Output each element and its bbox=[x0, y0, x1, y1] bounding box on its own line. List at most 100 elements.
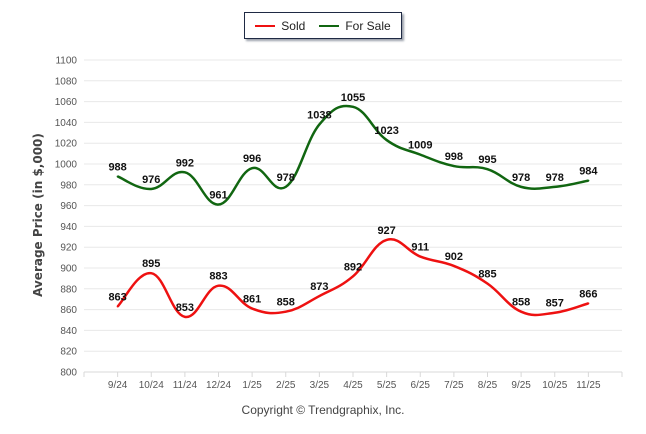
data-label-sold: 857 bbox=[546, 298, 564, 310]
data-point-sold bbox=[419, 255, 422, 258]
y-tick-label: 1020 bbox=[55, 139, 78, 150]
y-axis-title: Average Price (in $,000) bbox=[31, 133, 45, 297]
data-point-sold bbox=[183, 315, 186, 318]
x-tick-label: 11/24 bbox=[173, 380, 198, 391]
x-tick-label: 11/25 bbox=[576, 380, 601, 391]
data-point-for-sale bbox=[150, 187, 153, 190]
x-tick-label: 7/25 bbox=[444, 380, 464, 391]
data-point-sold bbox=[385, 238, 388, 241]
legend-swatch-sold bbox=[255, 24, 276, 27]
data-label-for-sale: 998 bbox=[445, 151, 463, 163]
data-label-for-sale: 976 bbox=[142, 174, 160, 186]
y-tick-label: 1100 bbox=[55, 56, 77, 67]
data-point-for-sale bbox=[553, 185, 556, 188]
legend-item-sold[interactable]: Sold bbox=[255, 19, 305, 33]
y-tick-label: 880 bbox=[60, 284, 77, 295]
data-label-sold: 892 bbox=[344, 261, 362, 273]
data-label-for-sale: 978 bbox=[546, 172, 564, 184]
data-point-for-sale bbox=[116, 175, 119, 178]
data-label-sold: 863 bbox=[108, 291, 126, 303]
legend: Sold For Sale bbox=[244, 12, 402, 39]
x-tick-label: 10/24 bbox=[139, 380, 164, 391]
x-tick-label: 9/25 bbox=[511, 380, 531, 391]
data-label-for-sale: 978 bbox=[512, 172, 530, 184]
data-point-sold bbox=[116, 305, 119, 308]
data-label-sold: 927 bbox=[377, 225, 395, 237]
data-point-sold bbox=[284, 310, 287, 313]
data-point-sold bbox=[150, 272, 153, 275]
data-label-sold: 861 bbox=[243, 294, 261, 306]
data-point-sold bbox=[452, 264, 455, 267]
data-point-for-sale bbox=[352, 105, 354, 108]
x-tick-label: 12/24 bbox=[206, 380, 231, 391]
data-label-for-sale: 992 bbox=[176, 157, 194, 169]
data-label-for-sale: 1055 bbox=[341, 92, 365, 104]
series-lines bbox=[116, 104, 590, 319]
y-tick-label: 960 bbox=[60, 201, 77, 212]
data-label-for-sale: 996 bbox=[243, 153, 261, 165]
x-tick-label: 2/25 bbox=[276, 380, 296, 391]
y-tick-label: 820 bbox=[60, 347, 77, 358]
y-tick-label: 1060 bbox=[55, 97, 78, 108]
data-label-sold: 858 bbox=[512, 297, 530, 309]
data-point-sold bbox=[520, 310, 523, 313]
legend-item-for-sale[interactable]: For Sale bbox=[319, 18, 391, 33]
data-label-for-sale: 1038 bbox=[307, 109, 331, 121]
y-tick-label: 840 bbox=[60, 326, 77, 337]
data-point-sold bbox=[587, 302, 590, 305]
y-tick-label: 900 bbox=[60, 264, 77, 275]
data-point-sold bbox=[553, 311, 556, 314]
data-label-for-sale: 1009 bbox=[408, 140, 432, 152]
y-tick-label: 860 bbox=[60, 305, 77, 316]
data-point-for-sale bbox=[251, 167, 254, 170]
x-tick-label: 5/25 bbox=[377, 380, 397, 391]
data-point-for-sale bbox=[318, 123, 321, 126]
series-line-for-sale bbox=[117, 104, 589, 206]
data-label-for-sale: 995 bbox=[478, 154, 496, 166]
y-tick-label: 1040 bbox=[55, 118, 78, 129]
data-point-for-sale bbox=[452, 165, 455, 168]
x-tick-label: 1/25 bbox=[242, 380, 262, 391]
data-label-for-sale: 961 bbox=[209, 190, 227, 202]
legend-label-for-sale: For Sale bbox=[345, 18, 391, 33]
x-axis-ticks: 9/24 10/24 11/24 12/24 1/25 2/25 3/25 4/25 5/25 6… bbox=[83, 372, 623, 391]
data-point-for-sale bbox=[284, 185, 287, 188]
data-point-for-sale bbox=[520, 185, 523, 188]
gridlines bbox=[84, 59, 622, 373]
data-point-sold bbox=[251, 307, 254, 310]
data-label-sold: 883 bbox=[209, 271, 227, 283]
y-tick-label: 920 bbox=[60, 243, 77, 254]
data-labels: 863 895 853 883 861 858 873 892 927 911 902 885 858 8… bbox=[108, 92, 598, 314]
data-point-sold bbox=[318, 295, 321, 298]
data-point-sold bbox=[486, 282, 489, 285]
x-tick-label: 10/25 bbox=[542, 380, 567, 391]
y-tick-label: 980 bbox=[60, 180, 77, 191]
data-point-for-sale bbox=[486, 168, 489, 171]
x-tick-label: 9/24 bbox=[108, 380, 128, 391]
x-tick-label: 8/25 bbox=[478, 380, 498, 391]
data-label-for-sale: 984 bbox=[579, 166, 598, 178]
x-tick-label: 6/25 bbox=[411, 380, 431, 391]
data-label-sold: 853 bbox=[176, 302, 194, 314]
data-point-for-sale bbox=[587, 179, 590, 182]
x-tick-label: 3/25 bbox=[310, 380, 330, 391]
data-point-sold bbox=[217, 284, 220, 287]
data-point-for-sale bbox=[183, 171, 186, 174]
data-point-for-sale bbox=[385, 139, 388, 142]
data-label-sold: 911 bbox=[411, 242, 429, 254]
x-tick-label: 4/25 bbox=[343, 380, 363, 391]
data-label-sold: 885 bbox=[478, 269, 496, 281]
y-axis-ticks: 800 820 840 860 880 900 920 940 960 980 1000 1020 10… bbox=[55, 56, 78, 379]
data-label-sold: 866 bbox=[579, 288, 597, 300]
copyright-text: Copyright © Trendgraphix, Inc. bbox=[241, 403, 405, 417]
data-label-for-sale: 988 bbox=[108, 161, 126, 173]
data-label-for-sale: 978 bbox=[277, 172, 295, 184]
data-label-sold: 858 bbox=[277, 297, 295, 309]
y-tick-label: 800 bbox=[60, 368, 77, 379]
data-point-for-sale bbox=[217, 203, 220, 206]
legend-label-sold: Sold bbox=[281, 18, 306, 33]
y-tick-label: 940 bbox=[60, 222, 77, 233]
y-tick-label: 1080 bbox=[55, 76, 78, 87]
data-label-sold: 895 bbox=[142, 258, 160, 270]
